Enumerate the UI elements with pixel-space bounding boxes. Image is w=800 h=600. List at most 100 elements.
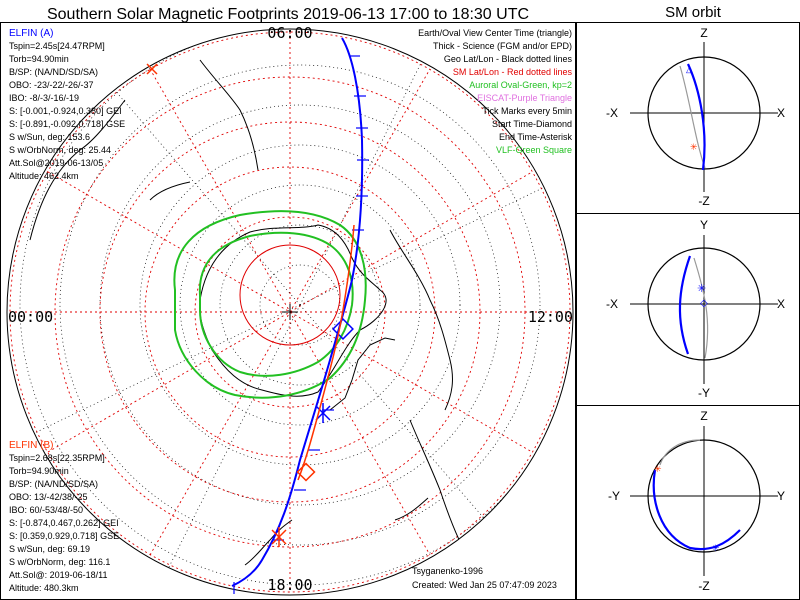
- elfin-a-track: [231, 37, 369, 594]
- orbit-2-center-asterisk: ✳: [697, 283, 706, 295]
- antarctica-coast: [199, 224, 387, 397]
- elfin-b-line-3: OBO: 13/-42/38/-25: [9, 492, 88, 502]
- elfin-a-name: ELFIN (A): [9, 28, 53, 39]
- orbit-1-marker-b: ✳: [690, 142, 698, 152]
- time-label-right: 12:00: [528, 308, 573, 326]
- elfin-a-line-1: Torb=94.90min: [9, 54, 69, 64]
- orbit-2-track-b: [693, 257, 709, 359]
- orbit-3-bottom-label: -Z: [698, 579, 709, 593]
- orbit-panel-xy: Y -Y -X X ✳ ◇: [606, 218, 785, 400]
- legend: Earth/Oval View Center Time (triangle) T…: [418, 28, 572, 155]
- polar-outer-circle: [6, 28, 574, 596]
- legend-item-9: VLF-Green Square: [496, 145, 572, 155]
- figure-title: Southern Solar Magnetic Footprints 2019-…: [47, 6, 529, 23]
- auroral-ovals: [173, 210, 367, 399]
- elfin-a-line-6: S: [-0.891,-0.092,0.718] GSE: [9, 119, 125, 129]
- credits-author: Tsyganenko-1996: [412, 566, 483, 576]
- antarctic-peninsula: [329, 337, 396, 411]
- elfin-a-line-3: OBO: -23/-22/-26/-37: [9, 80, 94, 90]
- legend-item-3: SM Lat/Lon - Red dotted lines: [453, 67, 573, 77]
- elfin-b-path: [297, 224, 355, 481]
- legend-item-4: Auroral Oval-Green, kp=2: [469, 80, 572, 90]
- orbit-2-earth: [647, 247, 761, 361]
- elfin-b-line-1: Torb=94.90min: [9, 466, 69, 476]
- credits-created: Created: Wed Jan 25 07:47:09 2023: [412, 580, 557, 590]
- orbit-1-left-label: -X: [606, 106, 618, 120]
- time-label-left: 00:00: [8, 308, 53, 326]
- elfin-b-line-8: S w/OrbNorm, deg: 116.1: [9, 557, 110, 567]
- elfin-a-line-9: Att.Sol@2019-06-13/05: [9, 158, 103, 168]
- elfin-b-line-0: Tspin=2.68s[22.35RPM]: [9, 453, 105, 463]
- orbit-1-right-label: X: [777, 106, 785, 120]
- elfin-a-path: [231, 37, 364, 587]
- elfin-a-info: ELFIN (A) Tspin=2.45s[24.47RPM] Torb=94.…: [9, 28, 125, 181]
- orbit-2-bottom-label: -Y: [698, 386, 710, 400]
- elfin-a-line-8: S w/OrbNorm, deg: 25.44: [9, 145, 111, 155]
- polar-center-cross: [282, 304, 298, 320]
- orbit-1-track-a: [687, 63, 706, 171]
- elfin-b-info: ELFIN (B) Tspin=2.68s[22.35RPM] Torb=94.…: [9, 440, 119, 593]
- orbit-3-left-label: -Y: [608, 489, 620, 503]
- australia-coast: [199, 59, 259, 171]
- elfin-b-line-10: Altitude: 480.3km: [9, 583, 79, 593]
- elfin-b-line-9: Att.Sol@: 2019-06-18/11: [9, 570, 108, 580]
- orbit-2-track-a: [678, 255, 692, 355]
- elfin-a-line-2: B/SP: (NA/ND/SD/SA): [9, 67, 98, 77]
- orbit-1-bottom-label: -Z: [698, 194, 709, 208]
- elfin-b-line-7: S w/Sun, deg: 69.19: [9, 544, 90, 554]
- auroral-oval-outer: [173, 210, 367, 399]
- orbit-3-track-a: [652, 469, 741, 551]
- legend-item-2: Geo Lat/Lon - Black dotted lines: [444, 54, 573, 64]
- orbit-panel-xz: Z -Z -X X △ ✳: [606, 26, 785, 208]
- elfin-b-line-6: S: [0.359,0.929,0.718] GSE: [9, 531, 119, 541]
- south-america-east: [409, 419, 471, 561]
- elfin-b-end-asterisk: [271, 527, 287, 547]
- orbit-1-track-b: [679, 65, 706, 169]
- orbit-3-track-b: [659, 439, 701, 466]
- orbit-panel-yz: Z -Z -Y Y ✳ ✳: [608, 409, 785, 593]
- elfin-a-line-4: IBO: -8/-3/-16/-19: [9, 93, 79, 103]
- island-1: [149, 181, 191, 201]
- legend-item-5: EISCAT-Purple Triangle: [477, 93, 572, 103]
- orbit-title: SM orbit: [665, 4, 722, 21]
- orbit-3-top-label: Z: [700, 409, 707, 423]
- elfin-b-line-2: B/SP: (NA/ND/SD/SA): [9, 479, 98, 489]
- orbit-2-left-label: -X: [606, 297, 618, 311]
- elfin-b-line-5: S: [-0.874,0.467,0.262] GEI: [9, 518, 119, 528]
- sm-inner-circle: [239, 244, 341, 346]
- auroral-oval-inner: [198, 231, 354, 377]
- legend-item-0: Earth/Oval View Center Time (triangle): [418, 28, 572, 38]
- tierra-del-fuego: [244, 519, 293, 566]
- time-label-bottom: 18:00: [267, 576, 312, 594]
- elfin-a-ticks: [233, 55, 369, 594]
- orbit-3-right-label: Y: [777, 489, 785, 503]
- time-label-top: 06:00: [267, 24, 312, 42]
- orbit-1-marker-a: △: [686, 64, 693, 74]
- elfin-a-line-7: S w/Sun, deg: 153.6: [9, 132, 90, 142]
- legend-item-7: Start Time-Diamond: [492, 119, 572, 129]
- orbit-2-top-label: Y: [700, 218, 708, 232]
- elfin-b-name: ELFIN (B): [9, 440, 53, 451]
- elfin-b-track: [146, 63, 355, 547]
- orbit-3-earth: [647, 439, 761, 553]
- geo-grid: [19, 29, 573, 586]
- elfin-b-line-4: IBO: 60/-53/48/-50: [9, 505, 83, 515]
- elfin-a-line-5: S: [-0.001,-0.924,0.380] GEI: [9, 106, 122, 116]
- elfin-a-line-10: Altitude: 462.4km: [9, 171, 79, 181]
- falklands: [394, 497, 429, 521]
- orbit-1-top-label: Z: [700, 26, 707, 40]
- legend-item-8: End Time-Asterisk: [499, 132, 573, 142]
- elfin-a-line-0: Tspin=2.45s[24.47RPM]: [9, 41, 105, 51]
- orbit-2-right-label: X: [777, 297, 785, 311]
- orbit-3-marker-b: ✳: [654, 464, 662, 474]
- elfin-b-start-diamond: [296, 462, 316, 482]
- orbit-3-marker-a: ✳: [712, 543, 720, 553]
- legend-item-6: Tick Marks every 5min: [482, 106, 572, 116]
- south-america-coast: [389, 229, 453, 411]
- orbit-2-diamond: ◇: [700, 298, 708, 309]
- legend-item-1: Thick - Science (FGM and/or EPD): [433, 41, 572, 51]
- madagascar-coast: [29, 99, 126, 241]
- elfin-b-top-asterisk: [146, 63, 158, 75]
